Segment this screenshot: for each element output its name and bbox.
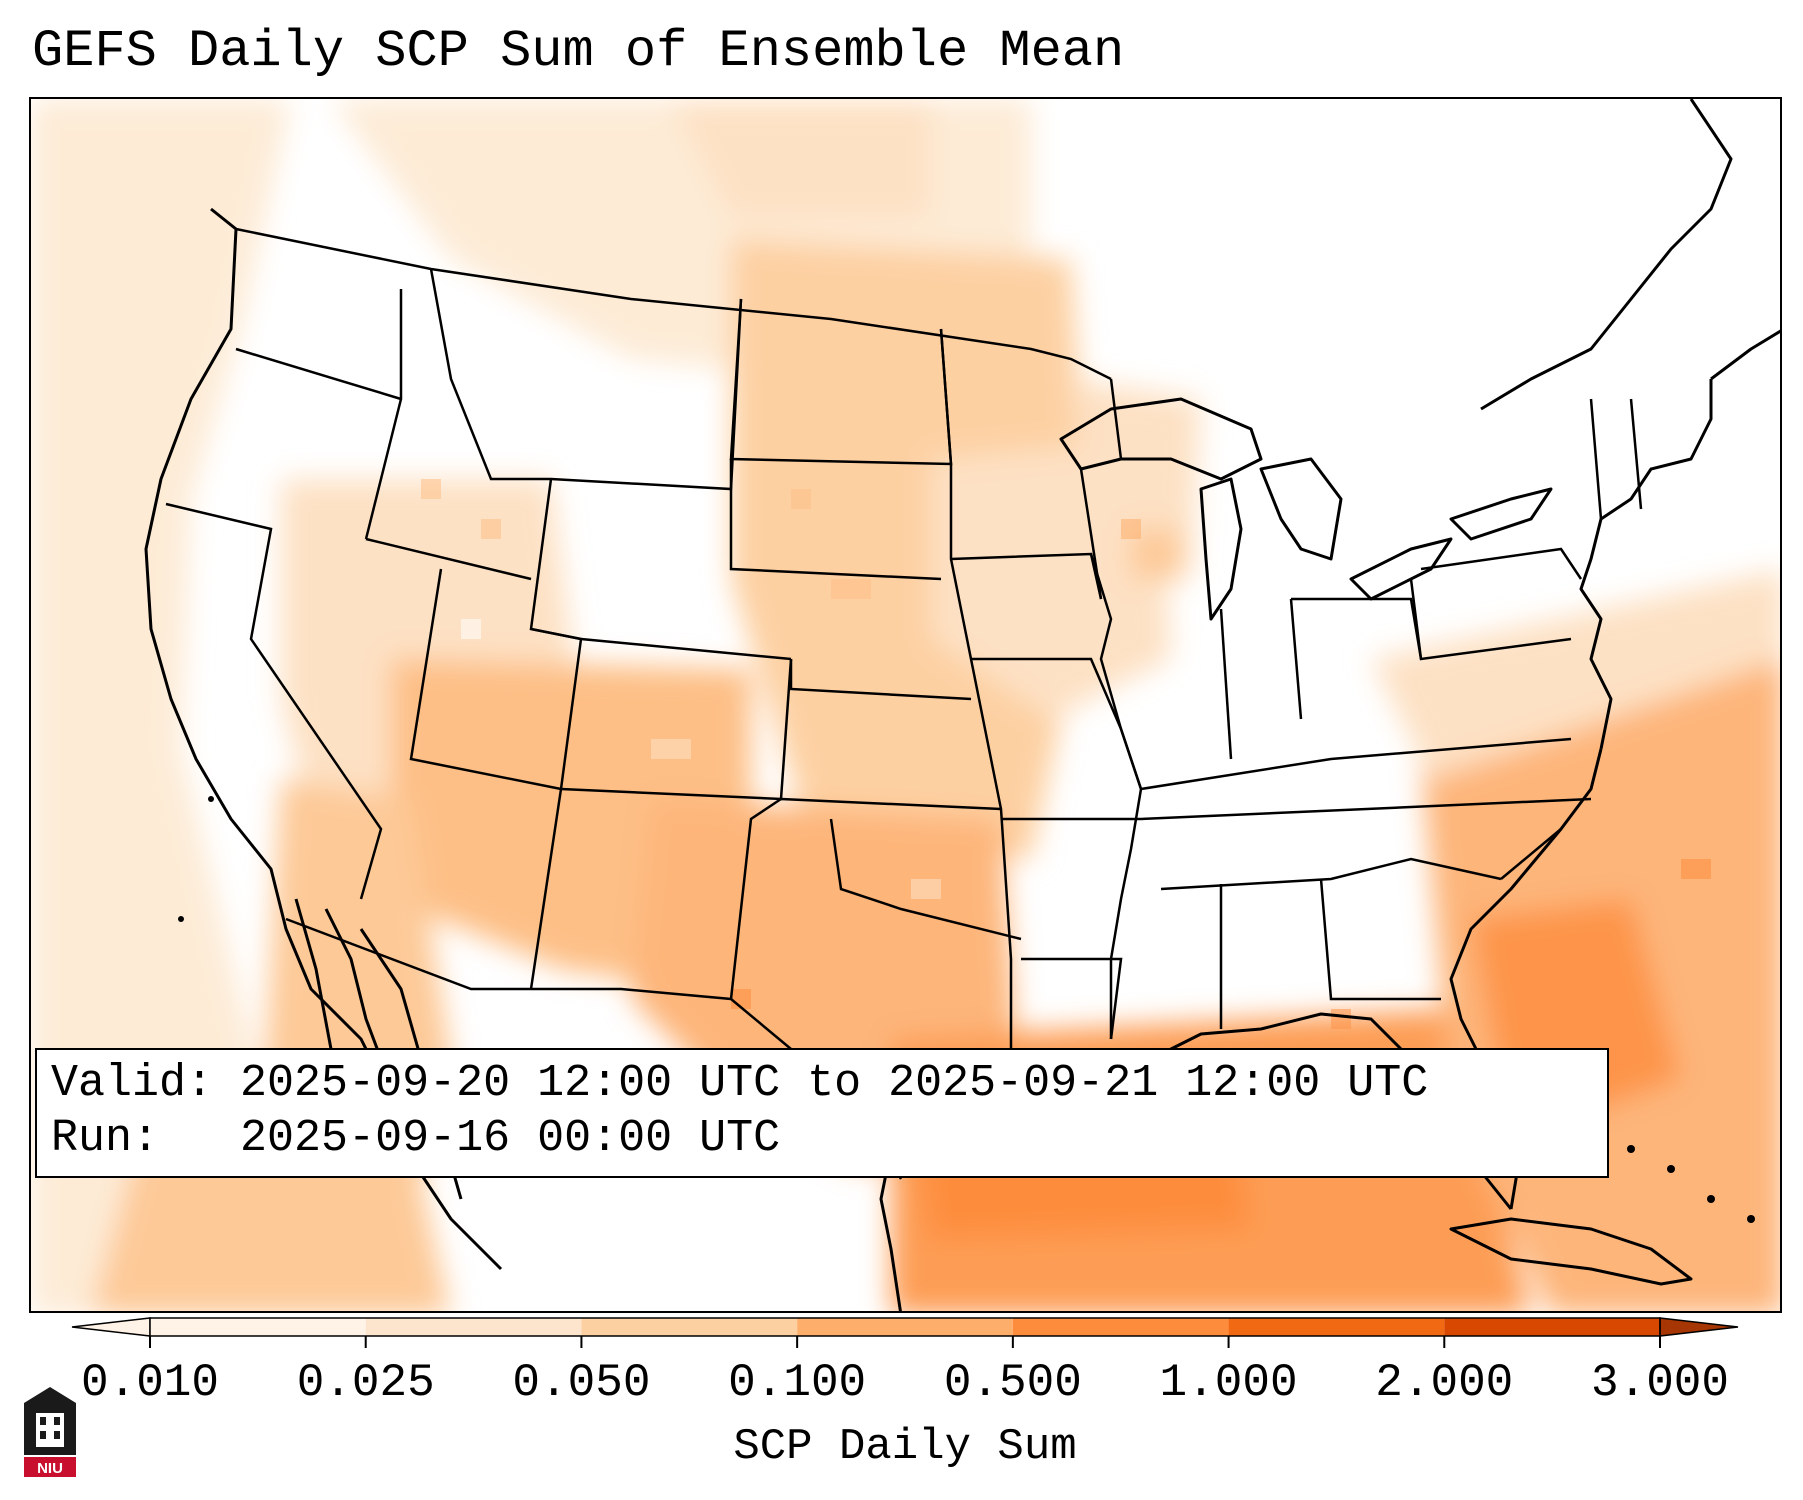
colorbar-tick-label: 0.050 xyxy=(512,1357,651,1409)
colorbar-segment xyxy=(797,1318,1013,1336)
map-panel xyxy=(29,97,1782,1313)
colorbar-segments xyxy=(71,1317,1739,1337)
colorbar-tick-label: 0.025 xyxy=(296,1357,435,1409)
run-value: 2025-09-16 00:00 UTC xyxy=(240,1113,781,1164)
colorbar-ticks xyxy=(149,1336,1661,1348)
colorbar-tick-label: 1.000 xyxy=(1159,1357,1298,1409)
run-label: Run: xyxy=(51,1113,160,1164)
colorbar-segment xyxy=(581,1318,798,1336)
colorbar-outline xyxy=(149,1317,1661,1337)
colorbar-tick-label: 0.010 xyxy=(80,1357,220,1409)
colorbar xyxy=(71,1317,1739,1348)
colorbar-tick-label: 0.500 xyxy=(943,1357,1082,1409)
colorbar-segment xyxy=(1012,1318,1229,1336)
colorbar-extend-max xyxy=(1659,1317,1739,1337)
colorbar-label: SCP Daily Sum xyxy=(733,1422,1077,1472)
scp-shading xyxy=(31,99,1780,1311)
colorbar-segment xyxy=(1444,1318,1660,1336)
colorbar-segment xyxy=(365,1318,582,1336)
colorbar-tick-label: 2.000 xyxy=(1375,1357,1514,1409)
colorbar-tick-label: 3.000 xyxy=(1590,1357,1730,1409)
colorbar-segment xyxy=(1228,1318,1445,1336)
scp-map xyxy=(31,99,1780,1311)
colorbar-segment xyxy=(150,1318,366,1336)
colorbar-tick-label: 0.100 xyxy=(728,1357,867,1409)
islands xyxy=(178,796,1755,1223)
valid-value: 2025-09-20 12:00 UTC to 2025-09-21 12:00… xyxy=(240,1058,1429,1109)
niu-logo: NIU xyxy=(24,1387,76,1477)
logo-text: NIU xyxy=(37,1460,63,1477)
colorbar-extend-min xyxy=(71,1317,151,1337)
state-borders xyxy=(165,227,1643,1180)
valid-label: Valid: xyxy=(51,1058,214,1109)
valid-run-info-box: Valid: 2025-09-20 12:00 UTC to 2025-09-2… xyxy=(35,1048,1609,1178)
map-title: GEFS Daily SCP Sum of Ensemble Mean xyxy=(32,22,1125,81)
